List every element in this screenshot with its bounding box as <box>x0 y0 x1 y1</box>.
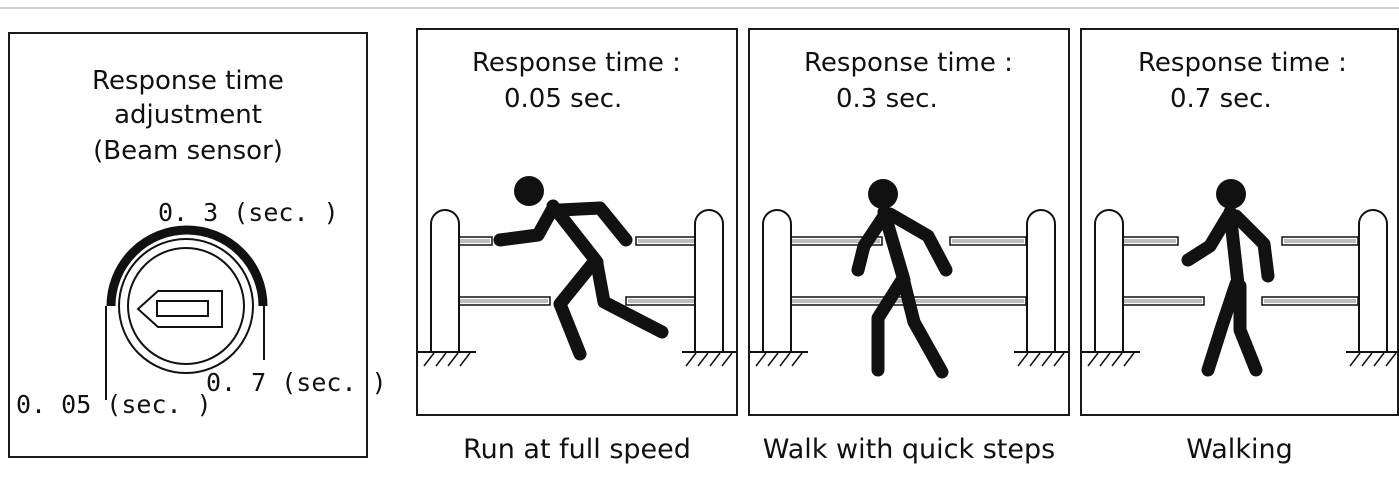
scene-walk-heading: Response time : <box>1138 48 1347 78</box>
scene-panel-walk: Response time : 0.7 sec. <box>1080 28 1399 416</box>
scene-walk-value: 0.7 sec. <box>1170 84 1272 114</box>
dial-label-0-05: 0. 05 (sec. ) <box>16 390 212 419</box>
scene-quick-heading: Response time : <box>804 48 1013 78</box>
scene-quick-value: 0.3 sec. <box>836 84 938 114</box>
top-divider-line <box>0 7 1399 9</box>
dial-title-line-2: adjustment <box>114 100 262 130</box>
scene-panel-run: Response time : 0.05 sec. <box>416 28 738 416</box>
dial-label-0-7: 0. 7 (sec. ) <box>206 368 387 397</box>
scene-panel-quick: Response time : 0.3 sec. <box>748 28 1070 416</box>
caption-quick: Walk with quick steps <box>762 434 1056 465</box>
caption-run: Run at full speed <box>463 434 691 465</box>
dial-panel: Response time adjustment (Beam sensor) 0… <box>8 32 387 458</box>
caption-walk: Walking <box>1186 434 1293 465</box>
scene-run-heading: Response time : <box>472 48 681 78</box>
dial-title-line-1: Response time <box>92 66 284 96</box>
dial-label-0-3: 0. 3 (sec. ) <box>158 198 339 227</box>
dial-title-line-3: (Beam sensor) <box>93 136 283 166</box>
scene-run-value: 0.05 sec. <box>504 84 623 114</box>
